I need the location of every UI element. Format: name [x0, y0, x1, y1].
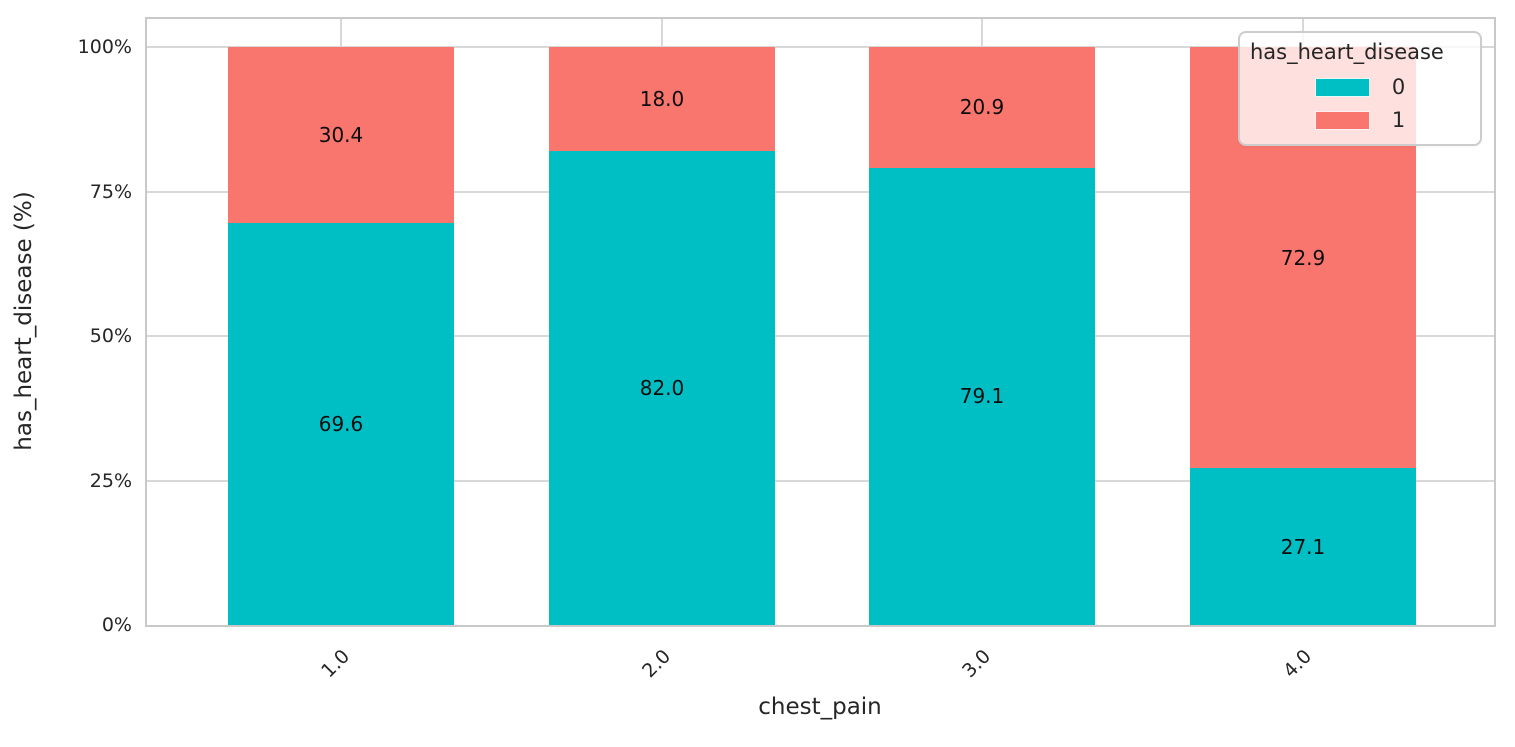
legend-entry: 1 — [1250, 108, 1470, 132]
x-tick-label: 2.0 — [637, 645, 675, 683]
bar-value-label: 79.1 — [959, 384, 1005, 409]
bar-value-label: 82.0 — [639, 376, 685, 401]
x-axis-label: chest_pain — [758, 694, 882, 720]
bar-value-label: 69.6 — [318, 411, 364, 436]
y-tick-label: 0% — [101, 614, 132, 636]
bar-value-label: 20.9 — [959, 95, 1005, 120]
gridline-horizontal — [147, 190, 1494, 193]
bar: 30.4 69.6 — [228, 47, 454, 625]
bar: 20.9 79.1 — [869, 47, 1095, 625]
y-tick-label: 25% — [89, 469, 132, 492]
bar-segment: 20.9 — [869, 47, 1095, 168]
gridline-horizontal — [147, 46, 1494, 48]
y-axis-label: has_heart_disease (%) — [11, 191, 37, 451]
bar-segment: 27.1 — [1190, 468, 1416, 625]
bar-segment: 79.1 — [869, 167, 1095, 625]
gridline-horizontal — [147, 335, 1494, 337]
legend-entry: 0 — [1250, 75, 1470, 99]
bar: 18.0 82.0 — [549, 47, 775, 625]
bar-segment: 18.0 — [549, 47, 775, 152]
bar-value-label: 30.4 — [318, 122, 364, 147]
y-tick-label: 75% — [89, 180, 132, 203]
legend-entry-label: 0 — [1391, 74, 1406, 99]
legend-swatch — [1314, 77, 1370, 97]
bar-segment: 69.6 — [228, 222, 454, 625]
x-tick-label: 1.0 — [316, 645, 354, 683]
y-tick-label: 100% — [77, 36, 132, 58]
bar-segment: 30.4 — [228, 47, 454, 223]
legend-title: has_heart_disease — [1250, 40, 1444, 64]
legend-entry-label: 1 — [1391, 107, 1406, 132]
bar-value-label: 72.9 — [1280, 245, 1326, 270]
y-tick-label: 50% — [89, 325, 132, 347]
x-tick-label: 4.0 — [1278, 645, 1316, 683]
bar-value-label: 18.0 — [639, 87, 685, 112]
bar-value-label: 27.1 — [1280, 534, 1326, 559]
legend-swatch — [1314, 110, 1370, 130]
gridline-horizontal — [147, 479, 1494, 482]
bar-segment: 82.0 — [549, 151, 775, 625]
x-tick-label: 3.0 — [957, 645, 995, 683]
